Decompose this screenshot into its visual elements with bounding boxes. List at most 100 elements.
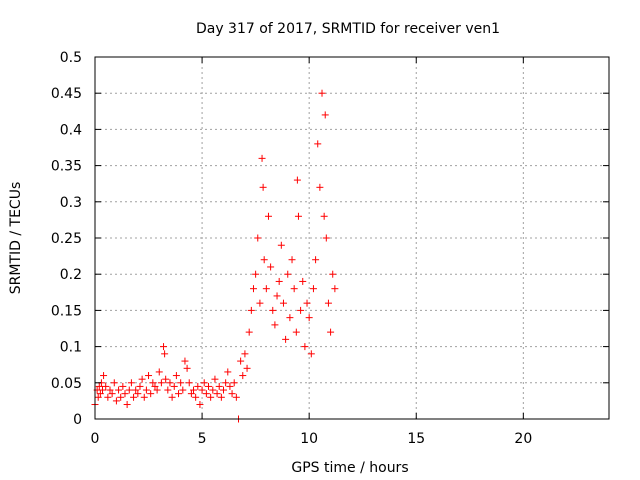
chart-title: Day 317 of 2017, SRMTID for receiver ven…: [196, 21, 500, 37]
data-point: [198, 386, 206, 394]
y-tick-label: 0.35: [51, 159, 82, 175]
data-point: [98, 386, 106, 394]
data-point: [134, 390, 142, 398]
data-point: [215, 382, 223, 390]
data-point: [121, 390, 129, 398]
y-tick-label: 0.15: [51, 303, 82, 319]
data-point: [327, 328, 335, 336]
data-point: [247, 306, 255, 314]
data-point: [177, 379, 185, 387]
data-point: [196, 401, 204, 409]
data-point: [130, 393, 138, 401]
data-point: [294, 212, 302, 220]
y-tick-label: 0.1: [60, 340, 82, 356]
data-point: [164, 386, 172, 394]
data-point: [243, 364, 251, 372]
data-point: [125, 386, 133, 394]
data-point: [254, 234, 262, 242]
data-point: [230, 379, 238, 387]
data-point: [324, 299, 332, 307]
data-point: [166, 379, 174, 387]
data-point: [264, 212, 272, 220]
data-point: [112, 397, 120, 405]
data-point: [321, 111, 329, 119]
data-point: [110, 379, 118, 387]
data-point: [292, 328, 300, 336]
data-point: [329, 270, 337, 278]
data-point: [94, 393, 102, 401]
data-point: [309, 285, 317, 293]
data-point: [132, 386, 140, 394]
data-point: [187, 390, 195, 398]
data-point: [258, 154, 266, 162]
x-tick-label: 5: [198, 431, 207, 447]
data-point: [220, 386, 227, 394]
data-point: [127, 379, 135, 387]
data-point: [303, 299, 311, 307]
data-point: [222, 379, 230, 387]
data-point: [237, 357, 245, 365]
data-point: [307, 350, 315, 358]
data-point: [194, 382, 202, 390]
data-point: [119, 382, 127, 390]
data-point: [147, 390, 155, 398]
data-points: [91, 89, 339, 423]
data-point: [181, 357, 189, 365]
data-point: [96, 390, 104, 398]
data-point: [267, 263, 275, 271]
data-point: [284, 270, 292, 278]
data-point: [232, 393, 240, 401]
data-point: [138, 375, 146, 383]
data-point: [239, 372, 247, 380]
data-point: [205, 382, 213, 390]
data-point: [140, 393, 148, 401]
data-point: [252, 270, 260, 278]
y-tick-label: 0.5: [60, 50, 82, 66]
data-point: [211, 375, 219, 383]
data-point: [160, 343, 168, 351]
data-point: [297, 306, 305, 314]
data-point: [260, 256, 268, 264]
tick-labels: 0 0.05 0.1 0.15 0.2 0.25 0.3 0.35 0.4 0.45 0.5 0 5 10…: [51, 50, 532, 447]
data-point: [106, 386, 114, 394]
data-point: [256, 299, 264, 307]
data-point: [286, 314, 294, 322]
data-point: [157, 379, 165, 387]
data-point: [312, 256, 320, 264]
data-point: [155, 368, 163, 376]
data-point: [322, 234, 330, 242]
data-point: [275, 277, 283, 285]
data-point: [117, 393, 125, 401]
data-point: [115, 386, 123, 394]
data-point: [200, 379, 208, 387]
data-point: [100, 372, 108, 380]
data-point: [217, 393, 225, 401]
data-point: [192, 393, 200, 401]
data-point: [202, 390, 210, 398]
data-point: [108, 390, 116, 398]
data-point: [185, 379, 193, 387]
data-point: [299, 277, 307, 285]
data-point: [262, 285, 270, 293]
data-point: [259, 183, 267, 191]
data-point: [168, 393, 176, 401]
data-point: [279, 299, 287, 307]
x-tick-label: 15: [407, 431, 425, 447]
data-point: [153, 386, 161, 394]
data-point: [277, 241, 285, 249]
data-point: [288, 256, 296, 264]
data-point: [183, 364, 191, 372]
y-tick-label: 0.3: [60, 195, 82, 211]
data-point: [149, 379, 157, 387]
data-point: [314, 140, 322, 148]
y-tick-label: 0.45: [51, 86, 82, 102]
data-point: [145, 372, 153, 380]
y-tick-label: 0: [73, 412, 82, 428]
data-point: [318, 89, 326, 97]
y-tick-label: 0.05: [51, 376, 82, 392]
data-point: [151, 382, 159, 390]
data-point: [241, 350, 249, 358]
data-point: [271, 321, 279, 329]
